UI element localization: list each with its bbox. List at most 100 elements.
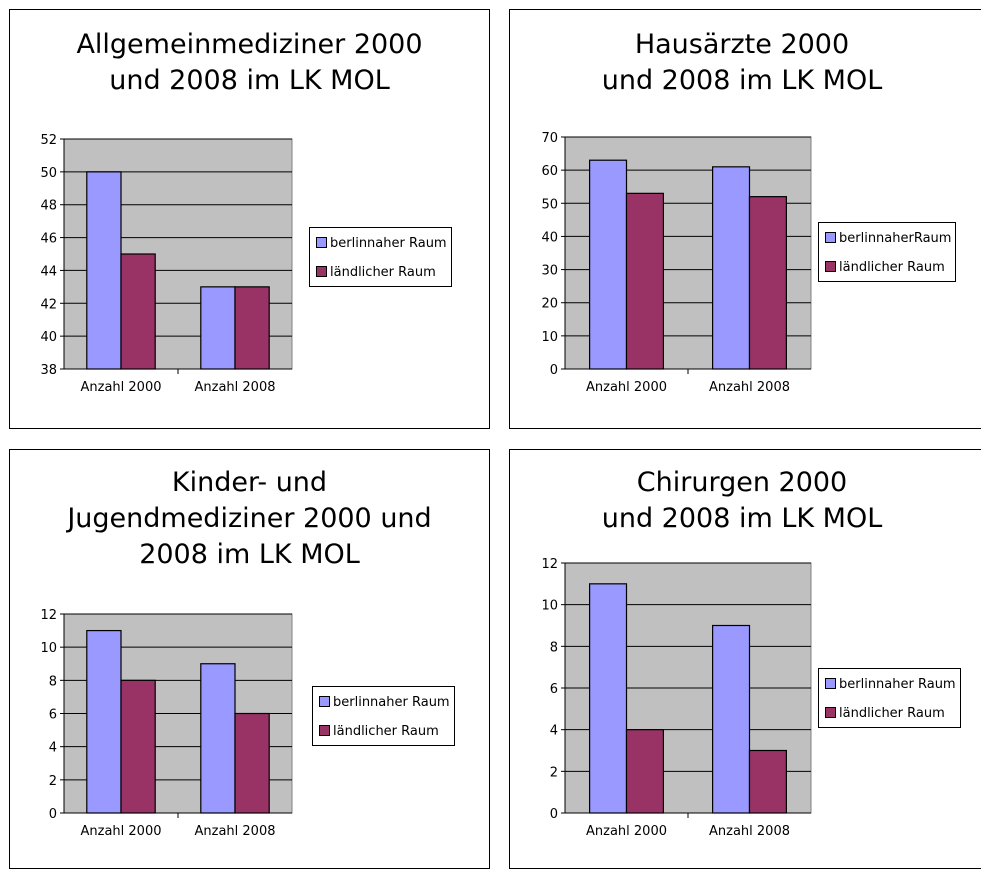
- bar-1-2: [712, 166, 751, 370]
- bar-2-2: [234, 712, 270, 814]
- bar-2-2: [234, 286, 270, 370]
- bar-chart-chirurgen: 0 2 4 6 8 10 12 Anzahl 2000 Anzahl 2008: [541, 557, 812, 839]
- y-tick-label: 4: [49, 741, 57, 756]
- legend-item-series-1: berlinnaher Raum: [319, 693, 450, 712]
- chart-panel-allgemeinmediziner: Allgemeinmediziner 2000 und 2008 im LK M…: [9, 9, 490, 429]
- y-tick-label: 6: [550, 682, 558, 697]
- legend-item-series-2: ländlicher Raum: [825, 704, 956, 723]
- y-tick-label: 46: [40, 232, 57, 247]
- chart-legend: berlinnaher Raum ländlicher Raum: [818, 668, 961, 728]
- chart-title-line-1: Kinder- und: [171, 467, 328, 498]
- x-tick-label: Anzahl 2008: [195, 824, 276, 839]
- legend-swatch-series-2: [316, 266, 327, 277]
- chart-title: Kinder- und Jugendmediziner 2000 und 200…: [10, 465, 489, 573]
- bar-2-1: [625, 192, 665, 370]
- bar-1-1: [86, 171, 122, 370]
- legend-item-series-2: ländlicher Raum: [825, 258, 951, 277]
- chart-legend: berlinnaher Raum ländlicher Raum: [309, 227, 452, 287]
- legend-label-series-2: ländlicher Raum: [839, 260, 945, 275]
- chart-title-line-1: Hausärzte 2000: [634, 29, 850, 60]
- y-tick-label: 30: [541, 264, 558, 279]
- bar-2-1: [625, 729, 665, 814]
- y-tick-label: 10: [541, 330, 558, 345]
- chart-title-line-1: Chirurgen 2000: [636, 467, 848, 498]
- y-tick-label: 0: [49, 807, 57, 822]
- y-tick-label: 70: [541, 131, 558, 146]
- legend-item-series-1: berlinnaher Raum: [825, 675, 956, 694]
- chart-panel-hausaerzte: Hausärzte 2000 und 2008 im LK MOL 0 10 20 3…: [509, 9, 981, 429]
- y-tick-label: 40: [541, 230, 558, 245]
- y-tick-label: 60: [541, 164, 558, 179]
- chart-title-line-2: Jugendmediziner 2000 und: [67, 503, 432, 534]
- chart-legend: berlinnaherRaum ländlicher Raum: [818, 222, 957, 282]
- chart-legend: berlinnaher Raum ländlicher Raum: [312, 686, 455, 746]
- x-tick-label: Anzahl 2000: [586, 824, 667, 839]
- chart-title: Chirurgen 2000 und 2008 im LK MOL: [510, 465, 974, 537]
- chart-title-line-3: 2008 im LK MOL: [139, 539, 360, 570]
- bar-1-1: [588, 159, 628, 370]
- bar-2-2: [748, 749, 788, 814]
- bar-chart-allgemeinmediziner: 38 40 42 44 46 48 50 52 Anzahl 2000 Anzahl 2008: [40, 133, 293, 395]
- y-tick-label: 20: [541, 297, 558, 312]
- y-tick-label: 0: [550, 807, 558, 822]
- bar-1-2: [200, 663, 236, 814]
- legend-item-series-2: ländlicher Raum: [319, 722, 450, 741]
- legend-swatch-series-1: [316, 237, 327, 248]
- legend-swatch-series-1: [825, 678, 836, 689]
- legend-swatch-series-2: [825, 261, 836, 272]
- y-tick-label: 10: [40, 641, 57, 656]
- x-tick-label: Anzahl 2000: [81, 380, 162, 395]
- chart-title-line-2: und 2008 im LK MOL: [601, 503, 883, 534]
- legend-item-series-1: berlinnaher Raum: [316, 234, 447, 253]
- chart-title-line-1: Allgemeinmediziner 2000: [76, 29, 423, 60]
- legend-swatch-series-1: [319, 696, 330, 707]
- y-tick-label: 10: [541, 599, 558, 614]
- y-tick-label: 0: [550, 363, 558, 378]
- legend-swatch-series-1: [825, 232, 836, 243]
- legend-item-series-1: berlinnaherRaum: [825, 229, 951, 248]
- legend-item-series-2: ländlicher Raum: [316, 263, 447, 282]
- bar-1-1: [86, 629, 122, 814]
- y-tick-label: 50: [40, 166, 57, 181]
- y-tick-label: 38: [40, 363, 57, 378]
- x-tick-label: Anzahl 2008: [709, 824, 790, 839]
- y-tick-label: 4: [550, 724, 558, 739]
- legend-label-series-1: berlinnaher Raum: [333, 695, 450, 710]
- bar-2-2: [748, 196, 788, 370]
- legend-swatch-series-2: [319, 725, 330, 736]
- x-tick-label: Anzahl 2000: [586, 380, 667, 395]
- y-tick-label: 6: [49, 708, 57, 723]
- bar-2-1: [120, 679, 156, 814]
- y-tick-label: 50: [541, 197, 558, 212]
- legend-label-series-1: berlinnaher Raum: [839, 677, 956, 692]
- y-tick-label: 2: [550, 765, 558, 780]
- legend-swatch-series-2: [825, 707, 836, 718]
- y-tick-label: 12: [40, 608, 57, 623]
- y-tick-label: 8: [550, 640, 558, 655]
- y-tick-label: 8: [49, 674, 57, 689]
- legend-label-series-2: ländlicher Raum: [333, 724, 439, 739]
- legend-label-series-1: berlinnaher Raum: [330, 236, 447, 251]
- legend-label-series-2: ländlicher Raum: [839, 706, 945, 721]
- y-tick-label: 12: [541, 557, 558, 572]
- legend-label-series-2: ländlicher Raum: [330, 265, 436, 280]
- y-tick-label: 2: [49, 774, 57, 789]
- chart-panel-kinder-jugendmediziner: Kinder- und Jugendmediziner 2000 und 200…: [9, 449, 490, 869]
- y-tick-label: 48: [40, 199, 57, 214]
- y-tick-label: 42: [40, 297, 57, 312]
- bar-1-2: [712, 624, 751, 814]
- legend-label-series-1: berlinnaherRaum: [839, 231, 952, 246]
- x-tick-label: Anzahl 2000: [81, 824, 162, 839]
- bar-1-2: [200, 286, 236, 370]
- x-tick-label: Anzahl 2008: [195, 380, 276, 395]
- bar-chart-hausaerzte: 0 10 20 30 40 50 60 70 Anzahl 2000 Anzahl 2008: [541, 131, 812, 395]
- bar-2-1: [120, 253, 156, 370]
- x-tick-label: Anzahl 2008: [709, 380, 790, 395]
- y-tick-label: 52: [40, 133, 57, 148]
- chart-title: Allgemeinmediziner 2000 und 2008 im LK M…: [10, 27, 489, 99]
- bar-1-1: [588, 583, 628, 814]
- chart-title-line-2: und 2008 im LK MOL: [601, 65, 883, 96]
- chart-panel-chirurgen: Chirurgen 2000 und 2008 im LK MOL 0 2 4 6 8 1…: [509, 449, 981, 869]
- chart-title: Hausärzte 2000 und 2008 im LK MOL: [510, 27, 974, 99]
- chart-title-line-2: und 2008 im LK MOL: [109, 65, 390, 96]
